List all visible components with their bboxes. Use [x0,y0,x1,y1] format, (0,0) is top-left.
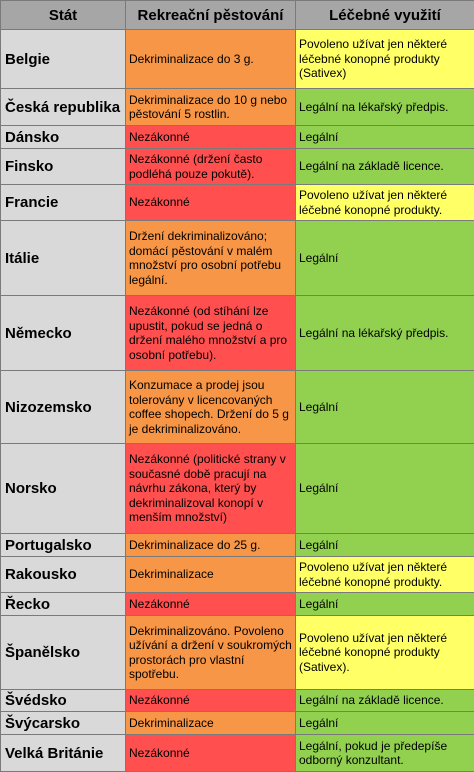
country-cell: Řecko [1,593,126,616]
recreational-cell: Nezákonné (politické strany v současné d… [126,444,296,534]
medical-cell: Legální [296,221,474,296]
header-row: Stát Rekreační pěstování Léčebné využití [1,1,474,30]
table-row: Nizozemsko Konzumace a prodej jsou toler… [1,371,474,444]
table-row: Belgie Dekriminalizace do 3 g. Povoleno … [1,30,474,89]
table-row: Německo Nezákonné (od stíhání lze upusti… [1,296,474,371]
recreational-cell: Nezákonné [126,126,296,149]
country-cell: Dánsko [1,126,126,149]
table-row: Francie Nezákonné Povoleno užívat jen ně… [1,185,474,221]
recreational-cell: Nezákonné [126,593,296,616]
country-cell: Francie [1,185,126,221]
recreational-cell: Dekriminalizace do 3 g. [126,30,296,89]
recreational-cell: Dekriminalizace do 10 g nebo pěstování 5… [126,89,296,126]
recreational-cell: Dekriminalizováno. Povoleno užívání a dr… [126,616,296,690]
recreational-cell: Držení dekriminalizováno; domácí pěstová… [126,221,296,296]
recreational-cell: Nezákonné [126,690,296,712]
table-row: Finsko Nezákonné (držení často podléhá p… [1,149,474,185]
medical-cell: Legální na lékařský předpis. [296,89,474,126]
country-cell: Německo [1,296,126,371]
table-row: Rakousko Dekriminalizace Povoleno užívat… [1,557,474,593]
country-cell: Itálie [1,221,126,296]
table-row: Dánsko Nezákonné Legální [1,126,474,149]
medical-cell: Legální [296,712,474,735]
medical-cell: Povoleno užívat jen některé léčebné kono… [296,616,474,690]
country-cell: Norsko [1,444,126,534]
recreational-cell: Nezákonné (od stíhání lze upustit, pokud… [126,296,296,371]
table-row: Česká republika Dekriminalizace do 10 g … [1,89,474,126]
country-cell: Španělsko [1,616,126,690]
medical-cell: Legální [296,534,474,557]
country-cell: Česká republika [1,89,126,126]
recreational-cell: Dekriminalizace [126,712,296,735]
medical-cell: Legální na lékařský předpis. [296,296,474,371]
country-cell: Belgie [1,30,126,89]
recreational-cell: Nezákonné (držení často podléhá pouze po… [126,149,296,185]
header-country: Stát [1,1,126,30]
country-cell: Nizozemsko [1,371,126,444]
medical-cell: Povoleno užívat jen některé léčebné kono… [296,185,474,221]
medical-cell: Legální [296,371,474,444]
recreational-cell: Dekriminalizace do 25 g. [126,534,296,557]
country-cell: Švýcarsko [1,712,126,735]
country-cell: Velká Británie [1,735,126,772]
header-recreational: Rekreační pěstování [126,1,296,30]
medical-cell: Legální na základě licence. [296,149,474,185]
country-cell: Švédsko [1,690,126,712]
medical-cell: Legální na základě licence. [296,690,474,712]
table-row: Velká Británie Nezákonné Legální, pokud … [1,735,474,772]
header-medical: Léčebné využití [296,1,474,30]
table-row: Norsko Nezákonné (politické strany v sou… [1,444,474,534]
recreational-cell: Nezákonné [126,735,296,772]
table-row: Švýcarsko Dekriminalizace Legální [1,712,474,735]
medical-cell: Legální [296,593,474,616]
medical-cell: Legální, pokud je předepíše odborný konz… [296,735,474,772]
country-cell: Rakousko [1,557,126,593]
medical-cell: Povoleno užívat jen některé léčebné kono… [296,557,474,593]
country-cell: Finsko [1,149,126,185]
medical-cell: Povoleno užívat jen některé léčebné kono… [296,30,474,89]
country-cell: Portugalsko [1,534,126,557]
medical-cell: Legální [296,126,474,149]
recreational-cell: Dekriminalizace [126,557,296,593]
table-row: Portugalsko Dekriminalizace do 25 g. Leg… [1,534,474,557]
table-row: Švédsko Nezákonné Legální na základě lic… [1,690,474,712]
table-row: Španělsko Dekriminalizováno. Povoleno už… [1,616,474,690]
medical-cell: Legální [296,444,474,534]
table-row: Řecko Nezákonné Legální [1,593,474,616]
recreational-cell: Nezákonné [126,185,296,221]
recreational-cell: Konzumace a prodej jsou tolerovány v lic… [126,371,296,444]
table-row: Itálie Držení dekriminalizováno; domácí … [1,221,474,296]
